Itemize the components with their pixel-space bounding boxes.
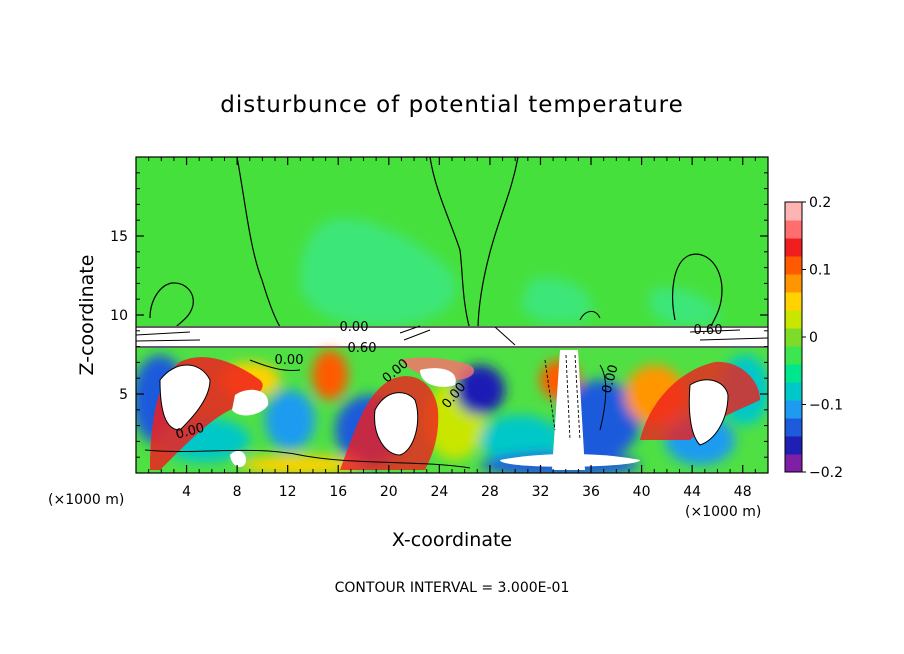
x-tick-label: 24	[430, 484, 448, 500]
colorbar-swatch	[785, 382, 802, 401]
y-axis: 5 10 15	[110, 172, 768, 458]
x-tick-label: 32	[532, 484, 550, 500]
colorbar-swatch	[785, 256, 802, 275]
chart-title: disturbunce of potential temperature	[220, 92, 684, 118]
contour-label: 0.00	[340, 320, 369, 335]
colorbar-swatch	[785, 364, 802, 383]
white-region	[232, 389, 269, 416]
x-tick-label: 28	[481, 484, 499, 500]
plot-area	[136, 157, 768, 473]
contour-label: 0.00	[600, 363, 622, 395]
white-region	[420, 368, 456, 387]
colorbar-swatch	[785, 328, 802, 347]
colorbar-swatch	[785, 292, 802, 311]
colorbar-swatch	[785, 220, 802, 239]
colorbar-tick-label: −0.2	[809, 465, 843, 481]
colorbar-swatch	[785, 454, 802, 473]
contour-label: 0.00	[275, 353, 304, 368]
colorbar-tick-label: 0.1	[809, 263, 831, 279]
contour-line	[149, 282, 194, 329]
y-tick-label: 5	[119, 387, 128, 403]
colorbar-swatch	[785, 346, 802, 365]
colorbar-tick-label: 0.2	[809, 195, 831, 211]
contour-interval-note: CONTOUR INTERVAL = 3.000E-01	[335, 580, 570, 596]
x-tick-label: 16	[329, 484, 347, 500]
x-tick-label: 40	[633, 484, 651, 500]
x-unit-right: (×1000 m)	[685, 504, 761, 520]
contour-line	[477, 157, 519, 331]
y-tick-label: 15	[110, 229, 128, 245]
contour-line	[579, 311, 601, 321]
colorbar-swatch	[785, 418, 802, 437]
white-region	[230, 450, 246, 467]
white-region	[374, 392, 418, 455]
y-tick-label: 10	[110, 308, 128, 324]
x-axis-label: X-coordinate	[392, 529, 512, 551]
y-axis-label: Z-coordinate	[76, 255, 98, 376]
x-unit-left: (×1000 m)	[48, 492, 124, 508]
colorbar-swatch	[785, 400, 802, 419]
x-tick-label: 48	[734, 484, 752, 500]
colorbar-swatch	[785, 436, 802, 455]
x-tick-label: 44	[683, 484, 701, 500]
white-region	[160, 365, 210, 430]
colorbar-tick-label: 0	[809, 330, 818, 346]
colorbar-swatch	[785, 274, 802, 293]
contour-label: 0.60	[348, 341, 377, 356]
x-tick-label: 36	[582, 484, 600, 500]
contour-line	[429, 157, 471, 331]
colorbar-tick-label: −0.1	[809, 398, 843, 414]
x-tick-label: 20	[380, 484, 398, 500]
x-tick-label: 12	[279, 484, 297, 500]
contour-line	[236, 157, 283, 331]
colorbar-swatch	[785, 310, 802, 329]
contour-label: 0.00	[174, 421, 206, 443]
contour-label: 0.60	[694, 323, 723, 338]
x-tick-label: 8	[233, 484, 242, 500]
stable-layer-band	[136, 326, 768, 348]
x-tick-label: 4	[182, 484, 191, 500]
contour-line	[672, 253, 723, 329]
x-axis: 4 8 12 16 20 24 28 32 36 40 44 48	[148, 157, 756, 500]
colorbar-swatch	[785, 202, 802, 221]
white-region	[500, 454, 640, 467]
colorbar: 0.2 0.1 0 −0.1 −0.2	[784, 195, 843, 481]
colorbar-swatch	[785, 238, 802, 257]
